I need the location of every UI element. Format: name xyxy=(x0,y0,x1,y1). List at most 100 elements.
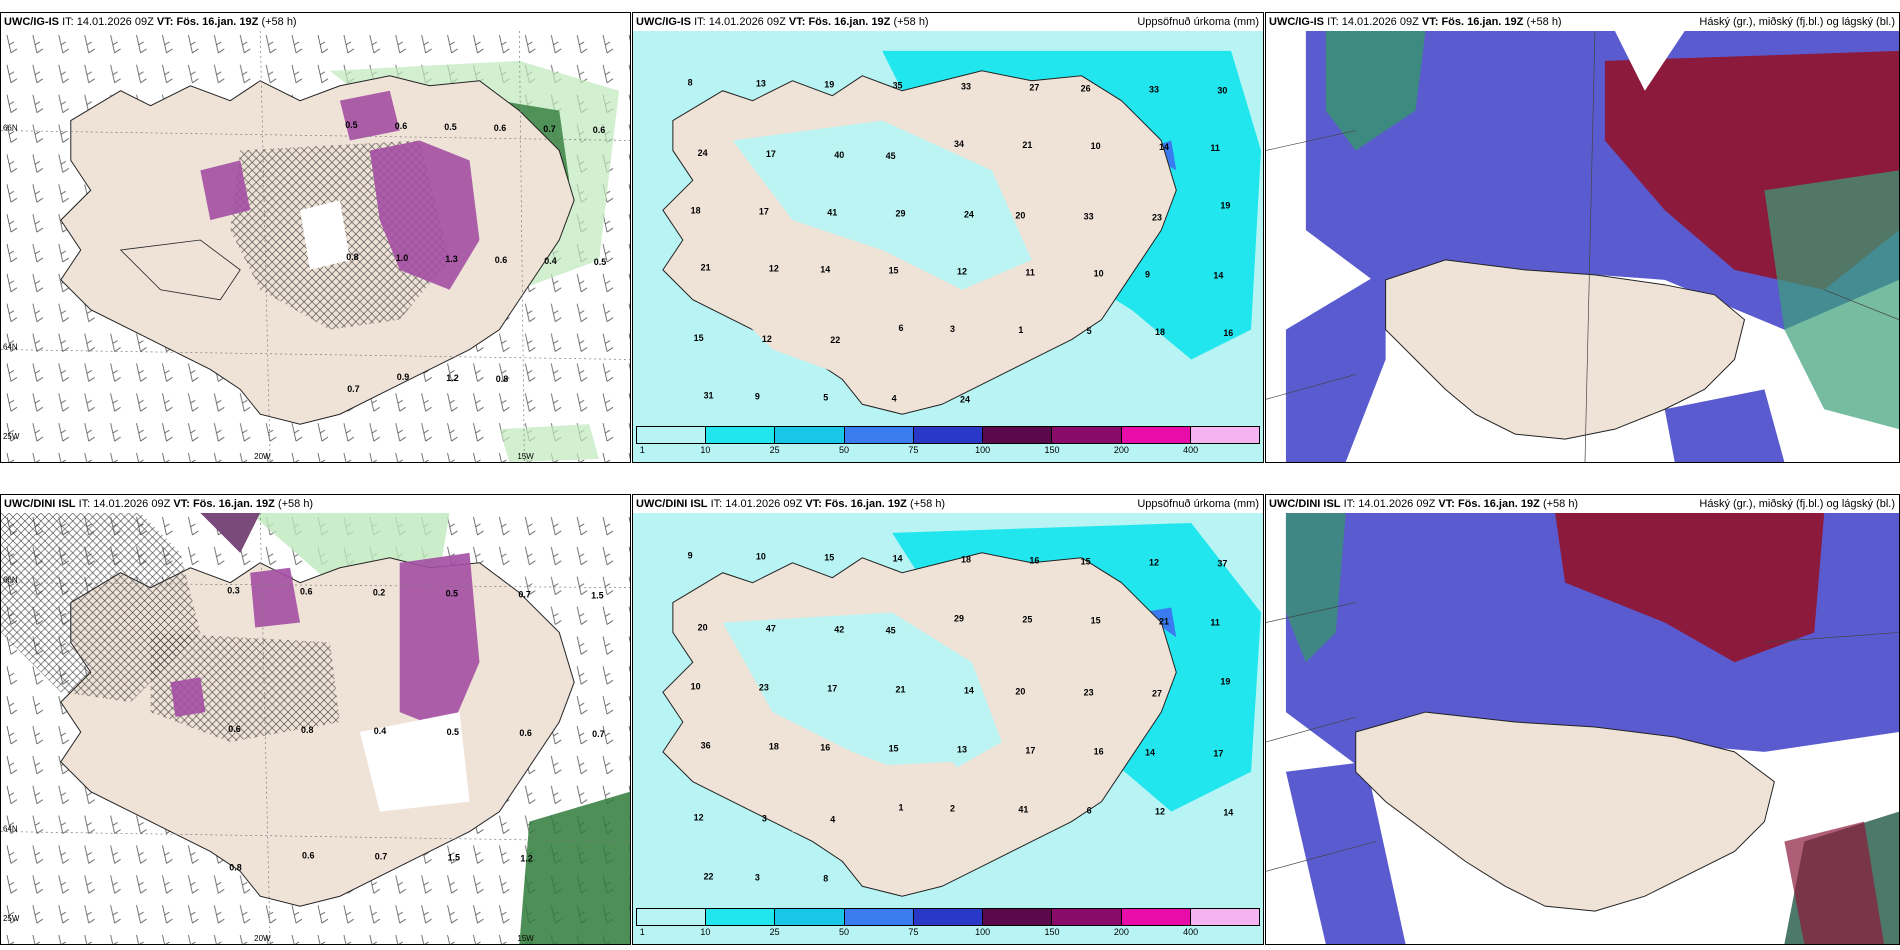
colorbar-cell xyxy=(706,427,776,443)
value-label: 0.5 xyxy=(345,120,357,130)
vt-label: VT: xyxy=(788,16,806,28)
value-label: 9 xyxy=(755,391,760,401)
cloud-cover-map xyxy=(1266,31,1899,462)
value-label: 12 xyxy=(1149,557,1159,567)
lat-label: 64N xyxy=(3,825,18,834)
lead-time: (+58 h) xyxy=(1526,16,1562,28)
iceland-landmass xyxy=(1355,711,1775,912)
value-label: 23 xyxy=(1084,687,1094,697)
value-label: 14 xyxy=(1223,808,1233,818)
value-label: 0.7 xyxy=(518,589,530,599)
vt-label: VT: xyxy=(173,498,190,510)
vt-label: VT: xyxy=(805,498,822,510)
panel-variable-title: Uppsöfnuð úrkoma (mm) xyxy=(1137,498,1259,510)
value-label: 14 xyxy=(820,265,830,275)
value-label: 10 xyxy=(756,551,766,561)
lon-label: 25W xyxy=(3,914,20,923)
panel-header: UWC/DINI ISL IT: 14.01.2026 09Z VT: Fös.… xyxy=(1266,495,1899,513)
lon-label: 15W xyxy=(517,934,534,943)
map-panel-ig-wind-snow: UWC/IG-IS IT: 14.01.2026 09Z VT: Fös. 16… xyxy=(0,12,631,463)
value-label: 45 xyxy=(886,625,896,635)
value-label: 41 xyxy=(1018,805,1028,815)
value-label: 0.6 xyxy=(494,123,506,133)
lon-label: 20W xyxy=(254,452,271,461)
colorbar-cell xyxy=(775,909,845,925)
value-label: 0.4 xyxy=(374,726,386,736)
colorbar-cell xyxy=(1190,427,1259,443)
colorbar-cell xyxy=(844,427,914,443)
value-label: 34 xyxy=(954,139,964,149)
value-label: 6 xyxy=(899,323,904,333)
model-name: UWC/IG-IS xyxy=(1269,16,1324,28)
init-time: 14.01.2026 09Z xyxy=(1358,498,1436,510)
lat-label: 64N xyxy=(3,343,18,352)
model-name: UWC/IG-IS xyxy=(4,16,59,28)
it-label: IT: xyxy=(1327,16,1339,28)
colorbar-tick-label: 25 xyxy=(769,927,780,937)
value-label: 6 xyxy=(1087,806,1092,816)
map-area: 66N 64N 20W 15W 25W 0.5 0.6 0.5 0.6 0.7 0.6 0.… xyxy=(1,31,630,462)
map-area: 9 10 15 14 18 16 15 12 37 20 47 42 45 29 25 15 21 11 10 23 1… xyxy=(633,513,1263,944)
value-label: 24 xyxy=(960,394,970,404)
value-label: 1 xyxy=(899,803,904,813)
colorbar-tick-label: 50 xyxy=(838,927,850,937)
value-label: 9 xyxy=(688,550,693,560)
value-label: 21 xyxy=(701,263,711,273)
value-label: 0.6 xyxy=(519,728,531,738)
value-label: 0.9 xyxy=(397,372,409,382)
value-label: 9 xyxy=(1145,270,1150,280)
value-label: 31 xyxy=(704,391,714,401)
value-label: 0.2 xyxy=(373,587,385,597)
value-label: 18 xyxy=(691,205,701,215)
value-label: 11 xyxy=(1025,268,1034,278)
colorbar-cell xyxy=(983,909,1053,925)
colorbar-cell xyxy=(1190,909,1259,925)
colorbar-tick-label: 400 xyxy=(1183,445,1199,455)
wind-barb-map: 66N 64N 20W 15W 25W 0.5 0.6 0.5 0.6 0.7 0.60.… xyxy=(1,31,630,462)
value-label: 1 xyxy=(1018,325,1023,335)
panel-header: UWC/DINI ISL IT: 14.01.2026 09Z VT: Fös.… xyxy=(633,495,1263,513)
colorbar-tick-label: 100 xyxy=(975,927,991,937)
value-label: 11 xyxy=(1210,143,1219,153)
value-label: 0.6 xyxy=(302,851,314,861)
panel-variable-title: Uppsöfnuð úrkoma (mm) xyxy=(1137,16,1259,28)
init-time: 14.01.2026 09Z xyxy=(1341,16,1419,28)
value-label: 0.5 xyxy=(447,727,459,737)
value-label: 22 xyxy=(704,872,714,882)
colorbar-cells xyxy=(636,426,1260,444)
value-label: 0.8 xyxy=(496,374,508,384)
value-label: 23 xyxy=(759,682,769,692)
value-label: 0.6 xyxy=(228,724,240,734)
map-panel-ig-precip: UWC/IG-IS IT: 14.01.2026 09Z VT: Fös. 16… xyxy=(632,12,1264,463)
value-label: 0.5 xyxy=(446,588,458,598)
value-label: 1.0 xyxy=(396,253,408,263)
value-label: 16 xyxy=(1029,555,1039,565)
model-name: UWC/DINI ISL xyxy=(4,498,76,510)
snow-depth-labels: 0.3 0.6 0.2 0.5 0.7 1.5 0.6 0.8 0.4 0.5 0.6 0.7 0.8 0… xyxy=(227,585,604,872)
value-label: 13 xyxy=(756,79,766,89)
value-label: 19 xyxy=(1220,200,1230,210)
it-label: IT: xyxy=(62,16,74,28)
colorbar-cells xyxy=(636,908,1260,926)
value-label: 12 xyxy=(769,264,779,274)
colorbar-tick-label: 150 xyxy=(1044,445,1060,455)
value-label: 4 xyxy=(892,393,897,403)
value-label: 12 xyxy=(1155,807,1165,817)
colorbar-cell xyxy=(1121,427,1191,443)
cloud-cover-map xyxy=(1266,513,1899,944)
init-time: 14.01.2026 09Z xyxy=(725,498,803,510)
value-label: 1.2 xyxy=(446,373,458,383)
map-area: 8 13 19 35 33 27 26 33 30 24 17 40 45 34 21 10 14 11 18 17 4… xyxy=(633,31,1263,462)
value-label: 16 xyxy=(1223,328,1233,338)
colorbar-tick-label: 10 xyxy=(700,445,711,455)
colorbar-cell xyxy=(637,909,707,925)
snow-depth-labels: 0.5 0.6 0.5 0.6 0.7 0.6 0.8 1.0 1.3 0.6 0.4 0.5 0.7 0… xyxy=(345,120,606,394)
value-label: 17 xyxy=(827,683,837,693)
value-label: 15 xyxy=(824,552,834,562)
colorbar-cell xyxy=(637,427,707,443)
value-label: 36 xyxy=(701,741,711,751)
value-label: 14 xyxy=(1213,271,1223,281)
